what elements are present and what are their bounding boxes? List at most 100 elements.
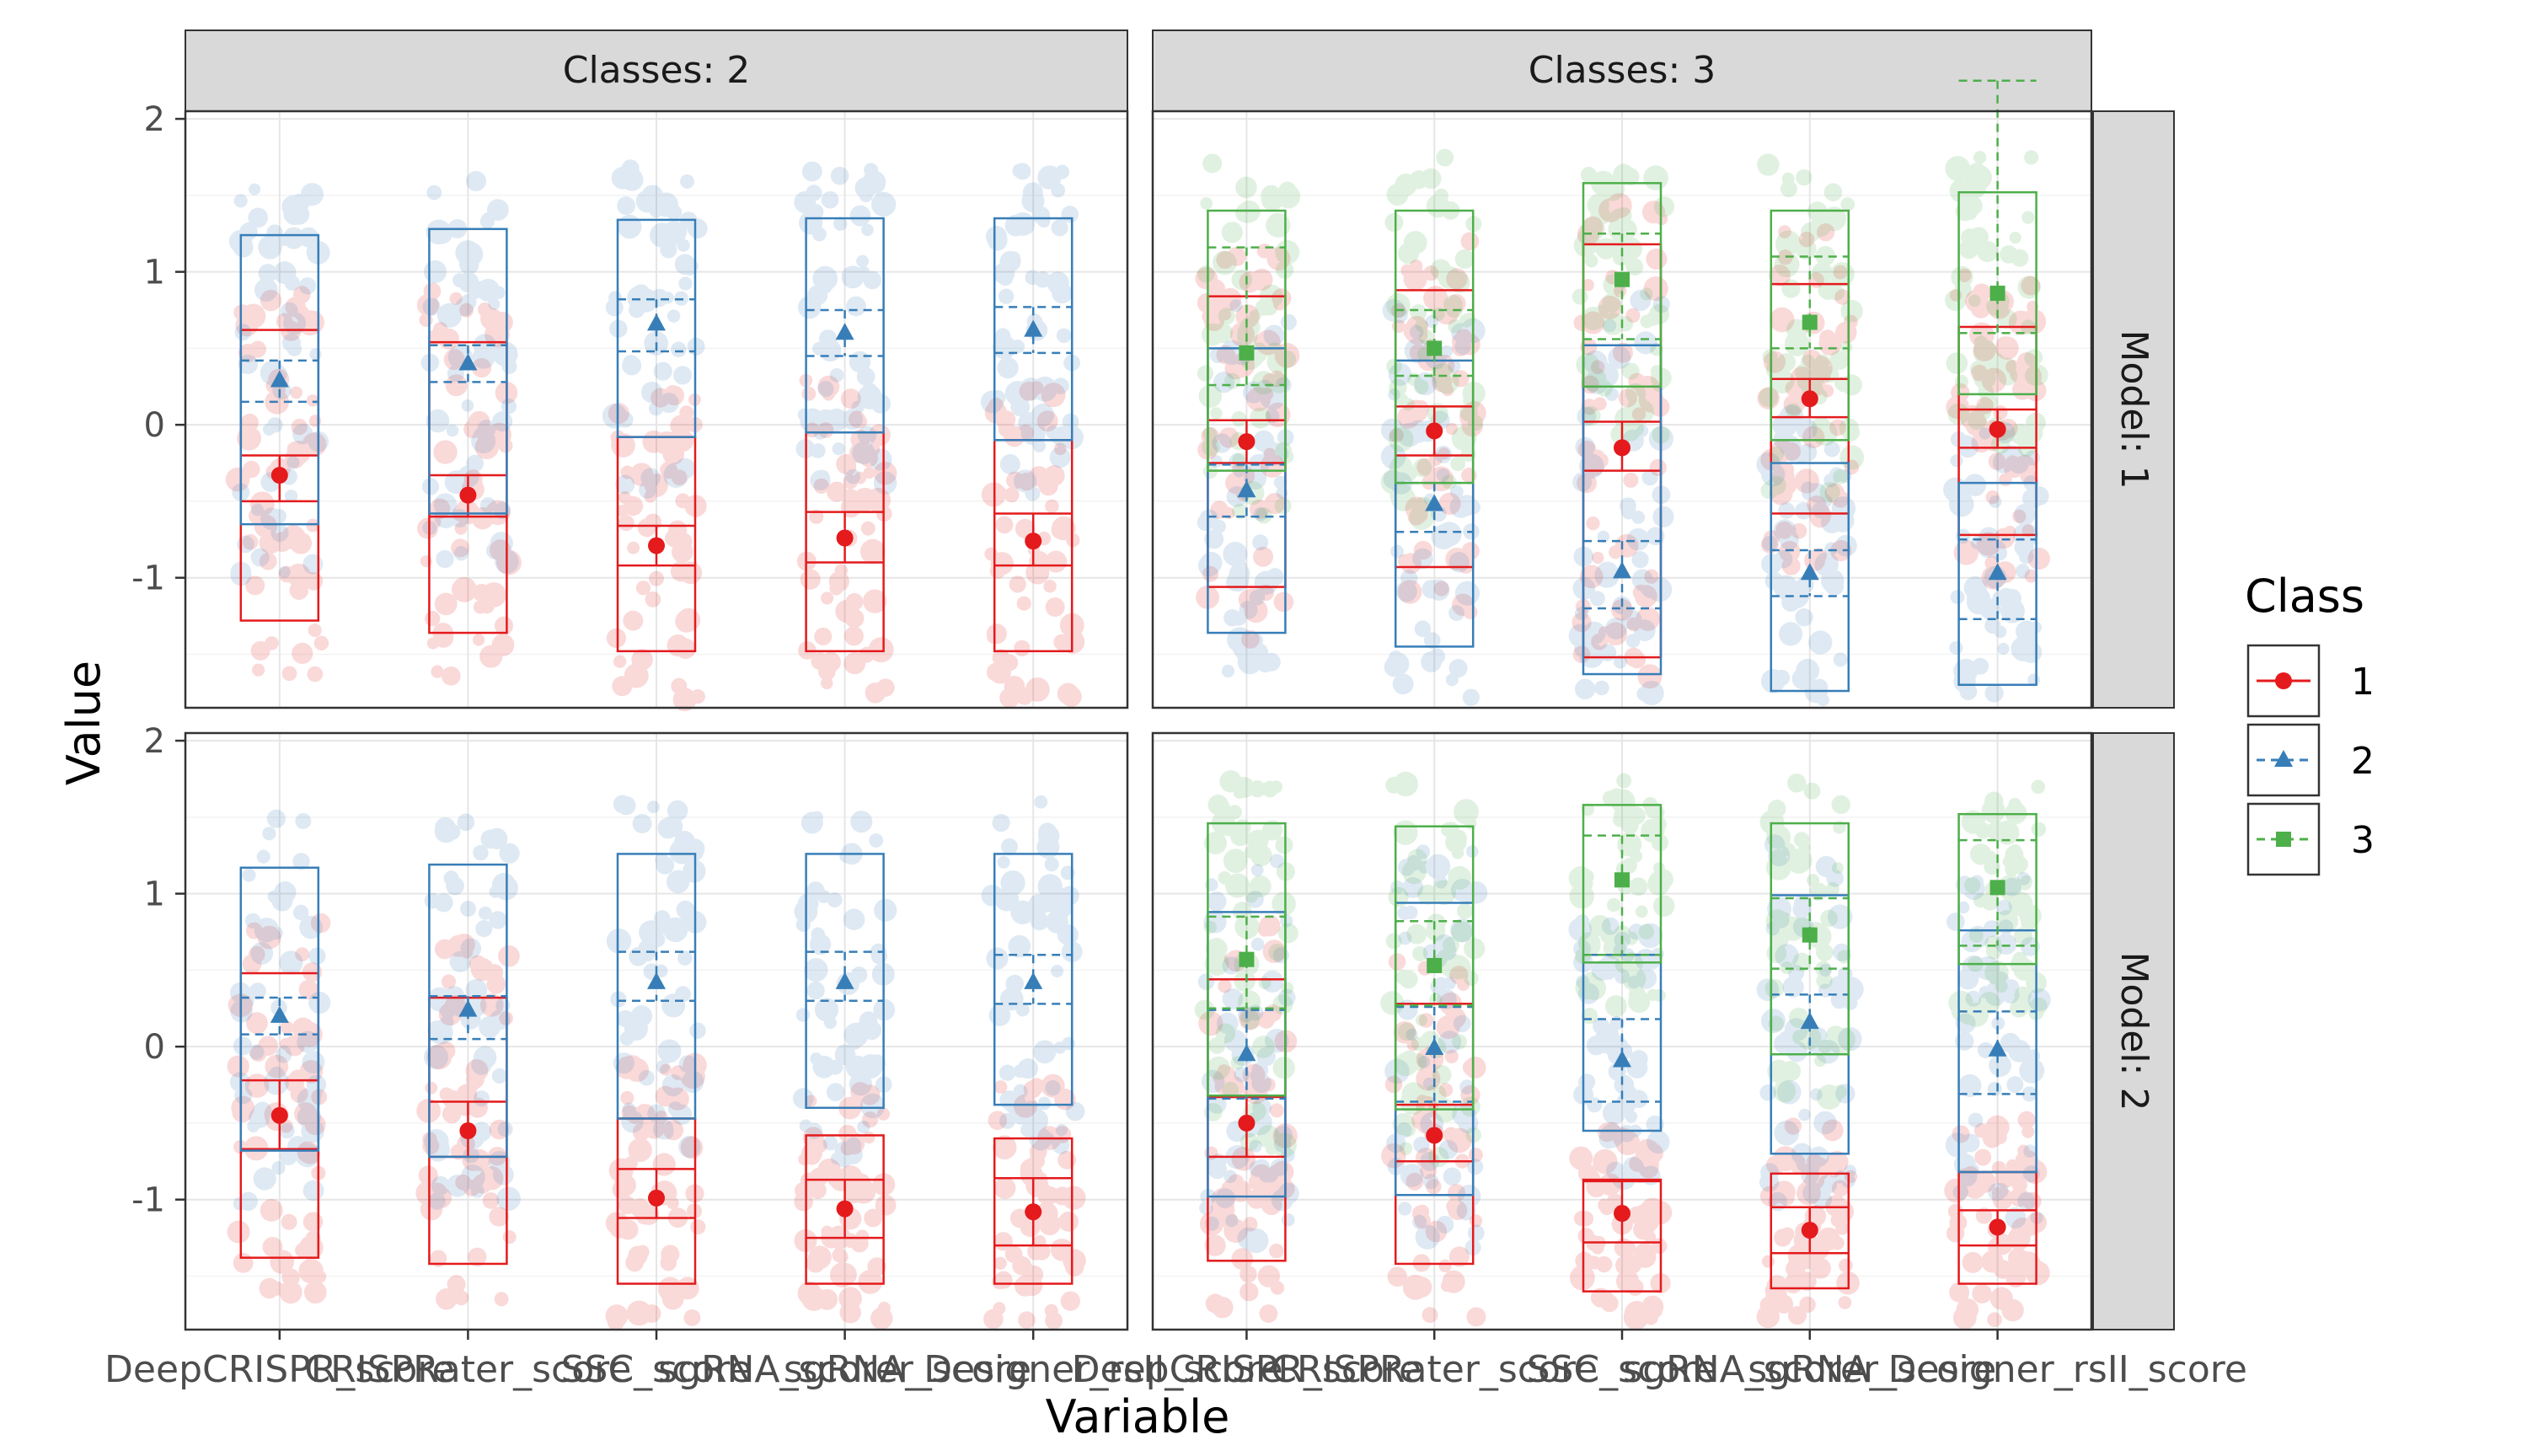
jitter-point: [447, 934, 470, 957]
jitter-point: [491, 872, 517, 897]
jitter-point: [998, 288, 1015, 304]
jitter-point: [486, 542, 504, 560]
jitter-point: [1417, 860, 1431, 874]
jitter-point: [800, 569, 821, 590]
jitter-point: [1638, 923, 1655, 939]
jitter-point: [1815, 245, 1836, 266]
jitter-point: [1393, 1021, 1416, 1044]
jitter-point: [1839, 1258, 1853, 1273]
jitter-point: [438, 1003, 462, 1026]
jitter-point: [249, 183, 261, 195]
jitter-point: [475, 919, 493, 938]
jitter-point: [1412, 1214, 1427, 1229]
jitter-point: [1425, 854, 1451, 880]
jitter-point: [1269, 780, 1283, 794]
jitter-point: [661, 221, 687, 246]
jitter-point: [2005, 455, 2021, 470]
jitter-point: [1764, 834, 1786, 855]
jitter-point: [2011, 995, 2031, 1014]
jitter-point: [845, 468, 861, 484]
jitter-point: [2031, 779, 2046, 795]
jitter-point: [1784, 443, 1802, 462]
jitter-point: [1823, 474, 1838, 488]
jitter-point: [1224, 873, 1250, 898]
jitter-point: [1795, 608, 1813, 627]
jitter-point: [1464, 881, 1488, 904]
jitter-point: [999, 454, 1020, 475]
jitter-point: [1411, 1205, 1429, 1223]
jitter-point: [1815, 943, 1834, 961]
jitter-point: [841, 460, 857, 476]
jitter-point: [1440, 345, 1454, 358]
jitter-point: [873, 461, 897, 485]
jitter-point: [1432, 1065, 1452, 1085]
jitter-point: [1995, 336, 2019, 360]
jitter-point: [1064, 1257, 1084, 1277]
mean-point: [270, 467, 288, 484]
jitter-point: [645, 592, 661, 608]
jitter-point: [1262, 442, 1287, 466]
box: [805, 853, 885, 1110]
jitter-point: [1218, 427, 1240, 448]
jitter-point: [1416, 1204, 1430, 1218]
jitter-point: [1270, 1159, 1288, 1176]
jitter-point: [247, 1120, 260, 1132]
jitter-point: [632, 284, 651, 302]
jitter-point: [1389, 378, 1407, 398]
jitter-cloud-class-2: [1197, 290, 2049, 707]
x-tick-label: SSC_score: [561, 1348, 752, 1391]
jitter-point: [1448, 359, 1461, 373]
jitter-point: [644, 490, 657, 503]
jitter-point: [660, 241, 677, 259]
jitter-point: [1261, 1194, 1282, 1216]
jitter-point: [845, 592, 864, 611]
jitter-point: [618, 491, 631, 504]
jitter-point: [642, 1304, 661, 1323]
jitter-point: [1463, 391, 1481, 410]
jitter-point: [289, 581, 308, 600]
jitter-point: [1250, 864, 1264, 876]
jitter-point: [1028, 894, 1047, 913]
jitter-point: [1577, 1164, 1598, 1183]
jitter-point: [849, 1173, 871, 1196]
jitter-point: [1992, 1187, 2013, 1209]
jitter-point: [1038, 825, 1060, 847]
jitter-point: [1603, 967, 1615, 980]
jitter-point: [473, 334, 497, 357]
jitter-point: [840, 1141, 855, 1156]
jitter-point: [858, 1269, 883, 1294]
jitter-point: [250, 640, 270, 661]
jitter-point: [1631, 511, 1646, 524]
jitter-cloud-class-3: [1194, 770, 2048, 1168]
jitter-point: [1807, 1154, 1823, 1170]
jitter-point: [2022, 423, 2043, 443]
jitter-point: [1966, 1163, 1979, 1177]
jitter-point: [1001, 654, 1019, 672]
jitter-point: [862, 1020, 881, 1041]
jitter-point: [827, 481, 848, 502]
jitter-point: [1009, 1208, 1030, 1228]
jitter-point: [1786, 850, 1811, 875]
jitter-point: [1612, 249, 1629, 266]
jitter-point: [1598, 1024, 1620, 1045]
jitter-point: [822, 388, 835, 401]
jitter-point: [1823, 441, 1840, 458]
jitter-point: [855, 1229, 870, 1244]
mean-point: [1989, 420, 2006, 438]
jitter-point: [297, 1021, 323, 1047]
jitter-point: [670, 415, 692, 437]
jitter-point: [811, 811, 823, 824]
jitter-point: [1242, 1063, 1266, 1087]
jitter-point: [829, 581, 843, 596]
jitter-point: [1423, 265, 1439, 281]
jitter-point: [298, 277, 317, 295]
jitter-point: [628, 1245, 648, 1266]
jitter-point: [1045, 597, 1065, 618]
jitter-point: [804, 422, 820, 438]
jitter-point: [1032, 1242, 1051, 1261]
jitter-point: [1943, 477, 1968, 502]
jitter-point: [465, 1070, 485, 1089]
jitter-point: [859, 188, 873, 202]
jitter-point: [2027, 349, 2043, 366]
jitter-point: [1781, 279, 1801, 298]
